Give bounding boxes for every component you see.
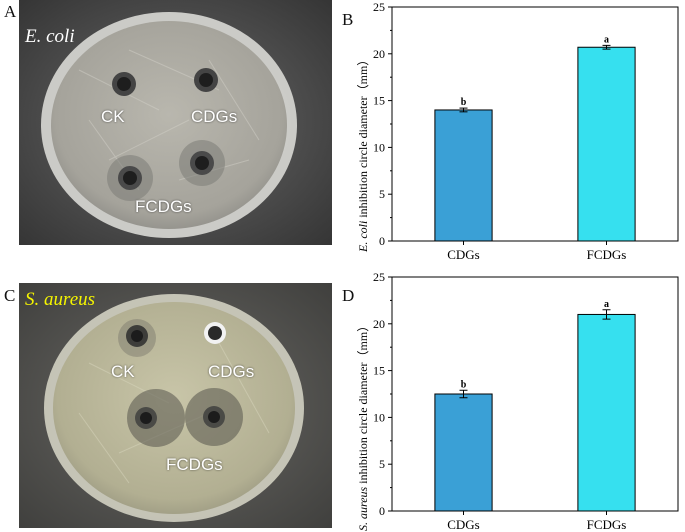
well-ck-c (126, 325, 148, 347)
saureus-bar-chart: 0 5 10 15 20 25 b CDGs a FCDGs (373, 270, 679, 532)
bar-cdgs (434, 109, 493, 242)
panel-letter-a: A (4, 2, 17, 21)
x-tick-label-fcdgs: FCDGs (587, 517, 627, 532)
significance-label-cdgs: b (461, 97, 467, 108)
saureus-plate-image (19, 283, 332, 528)
panel-letter-c: C (4, 286, 16, 305)
well-fcdgs-left-a (118, 166, 142, 190)
y-tick-label: 0 (379, 234, 385, 248)
y-tick-label: 15 (373, 94, 385, 108)
well-fcdgs-right-a (190, 151, 214, 175)
panel-letter-b: B (342, 10, 354, 29)
y-tick-label: 0 (379, 504, 385, 518)
plate-label-fcdgs-c: FCDGs (166, 455, 223, 474)
plate-label-ck-c: CK (111, 362, 135, 381)
saureus-plate-photo: S. aureus CK CDGs FCDGs (19, 283, 332, 528)
saureus-y-axis-label: S. aureus inhibition circle diameter（mm） (356, 319, 370, 531)
x-tick-label-fcdgs: FCDGs (587, 247, 627, 262)
y-tick-label: 5 (379, 457, 385, 471)
y-tick-label: 15 (373, 364, 385, 378)
plate-label-cdgs-a: CDGs (191, 107, 238, 126)
plate-label-fcdgs-a: FCDGs (135, 197, 192, 216)
y-tick-label: 10 (373, 410, 385, 424)
ecoli-y-axis-label: E. coli inhibition circle diameter（mm） (356, 53, 370, 252)
ecoli-photo-title: E. coli (25, 26, 75, 47)
y-tick-label: 25 (373, 0, 385, 14)
well-fcdgs-right-c (203, 406, 225, 428)
x-tick-label-cdgs: CDGs (447, 517, 480, 532)
y-tick-label: 20 (373, 317, 385, 331)
plate-label-ck-a: CK (101, 107, 125, 126)
significance-label-fcdgs: a (604, 34, 609, 45)
plate-label-cdgs-c: CDGs (208, 362, 255, 381)
well-cdgs-a (194, 68, 218, 92)
ecoli-bar-chart: 0 5 10 15 20 25 b CDGs a FCDGs (373, 0, 679, 262)
y-tick-label: 5 (379, 187, 385, 201)
well-cdgs-c (204, 322, 226, 344)
significance-label-cdgs: b (461, 379, 467, 390)
y-tick-label: 25 (373, 270, 385, 284)
bar-cdgs (434, 393, 493, 512)
well-ck-a (112, 72, 136, 96)
ecoli-plate-image (19, 0, 332, 245)
ecoli-plate-photo: E. coli CK CDGs FCDGs (19, 0, 332, 245)
significance-label-fcdgs: a (604, 299, 609, 310)
y-tick-label: 20 (373, 47, 385, 61)
well-fcdgs-left-c (135, 407, 157, 429)
panel-letter-d: D (342, 286, 355, 305)
x-tick-label-cdgs: CDGs (447, 247, 480, 262)
y-tick-label: 10 (373, 140, 385, 154)
bar-fcdgs (577, 313, 636, 512)
bar-fcdgs (577, 46, 636, 242)
saureus-photo-title: S. aureus (25, 289, 96, 310)
